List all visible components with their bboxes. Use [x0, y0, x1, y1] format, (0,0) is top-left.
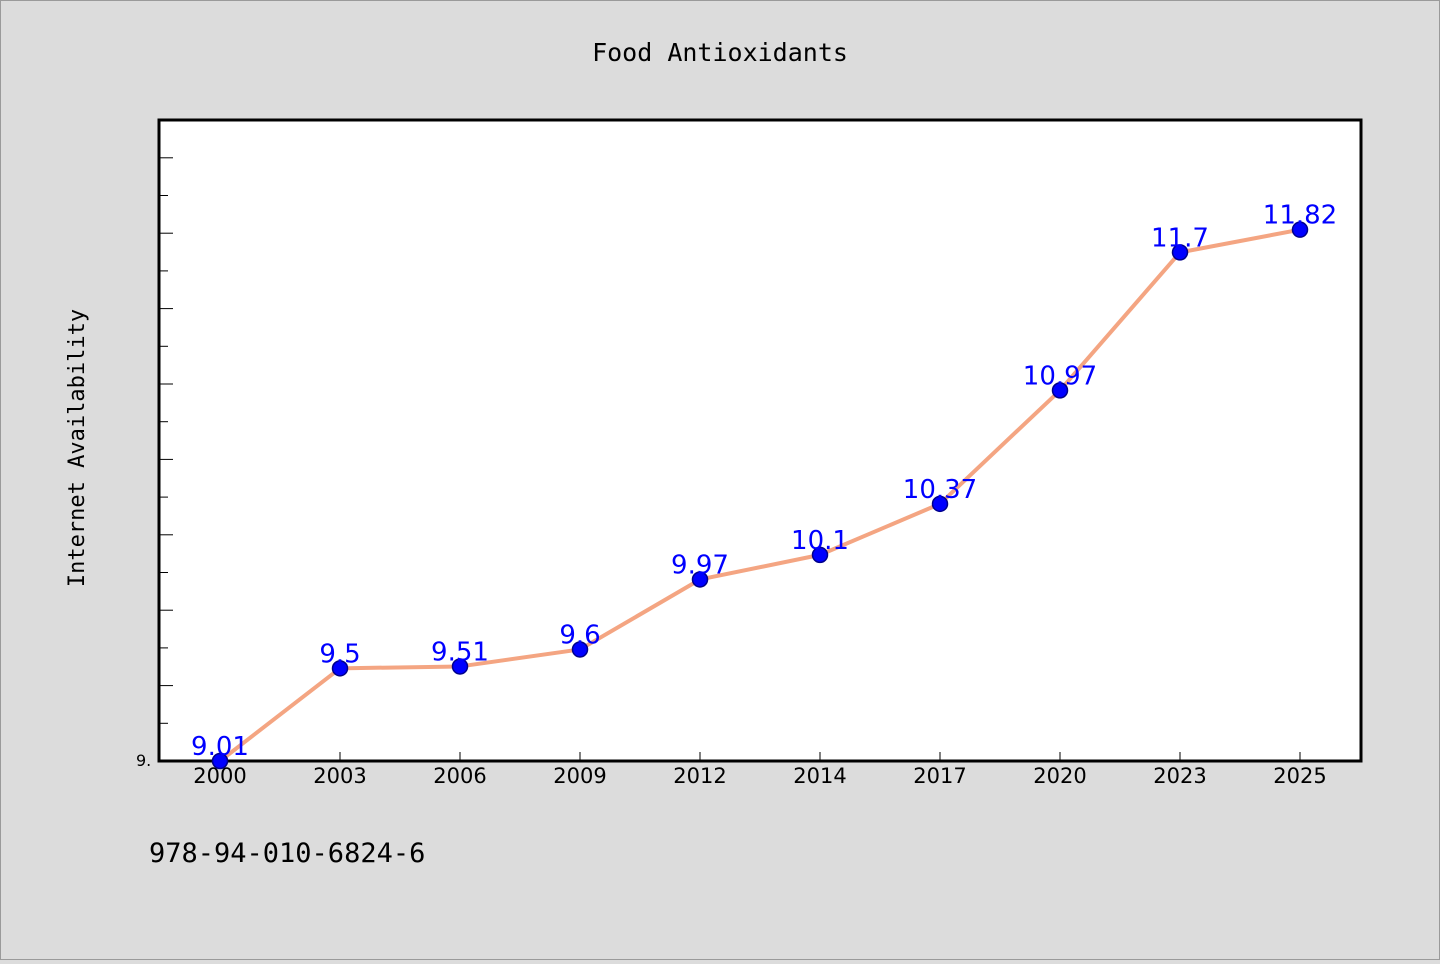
data-label: 11.82	[1263, 201, 1337, 231]
y-axis-title: Internet Availability	[65, 309, 90, 587]
data-point	[451, 658, 469, 675]
y-axis-ticks	[159, 157, 173, 762]
data-point	[331, 660, 349, 677]
data-label: 10.1	[791, 526, 849, 556]
data-point	[1171, 244, 1189, 261]
y-tick-label: 9.	[136, 751, 151, 770]
data-point	[691, 571, 709, 588]
data-point	[1291, 221, 1309, 238]
x-tick-label: 2025	[1273, 764, 1326, 788]
footer-code: 978-94-010-6824-6	[149, 838, 425, 869]
data-label: 9.97	[671, 550, 729, 580]
x-tick-label: 2003	[313, 764, 366, 788]
data-label: 10.37	[903, 475, 977, 505]
x-tick-label: 2020	[1033, 764, 1086, 788]
data-label: 10.97	[1023, 361, 1097, 391]
x-tick-label: 2023	[1153, 764, 1206, 788]
x-tick-label: 2012	[673, 764, 726, 788]
data-label: 9.51	[431, 637, 489, 667]
series-markers	[211, 221, 1309, 770]
data-point	[811, 546, 829, 564]
data-labels: 9.01 9.5 9.51 9.6 9.97 10.1 10.37 10.97 11.7 11.8…	[191, 201, 1337, 762]
data-point	[931, 495, 949, 513]
x-axis-tick-labels: 2000 2003 2006 2009 2012 2014 2017 2020 2023 2025	[193, 764, 1326, 788]
data-label: 11.7	[1151, 223, 1209, 253]
x-tick-label: 2017	[913, 764, 966, 788]
data-label: 9.01	[191, 732, 249, 762]
chart-title: Food Antioxidants	[592, 38, 848, 67]
data-label: 9.5	[319, 639, 360, 669]
plot-area	[157, 118, 1363, 763]
x-tick-label: 2006	[433, 764, 486, 788]
data-point	[211, 752, 229, 770]
data-point	[1051, 382, 1069, 399]
x-tick-label: 2009	[553, 764, 606, 788]
data-label: 9.6	[559, 620, 600, 650]
data-point	[571, 641, 589, 658]
series-line	[218, 227, 1302, 763]
x-tick-label: 2014	[793, 764, 846, 788]
